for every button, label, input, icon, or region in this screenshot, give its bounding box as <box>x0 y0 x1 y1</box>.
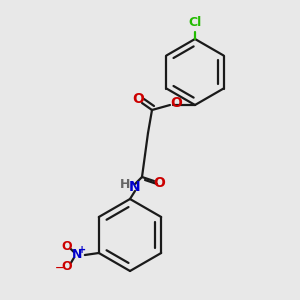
Text: +: + <box>78 245 86 255</box>
Text: O: O <box>61 239 72 253</box>
Text: O: O <box>153 176 165 190</box>
Text: Cl: Cl <box>188 16 202 29</box>
Text: O: O <box>132 92 144 106</box>
Text: N: N <box>129 180 141 194</box>
Text: N: N <box>72 248 82 262</box>
Text: O: O <box>170 96 182 110</box>
Text: O: O <box>61 260 72 272</box>
Text: −: − <box>55 263 64 273</box>
Text: H: H <box>120 178 130 191</box>
